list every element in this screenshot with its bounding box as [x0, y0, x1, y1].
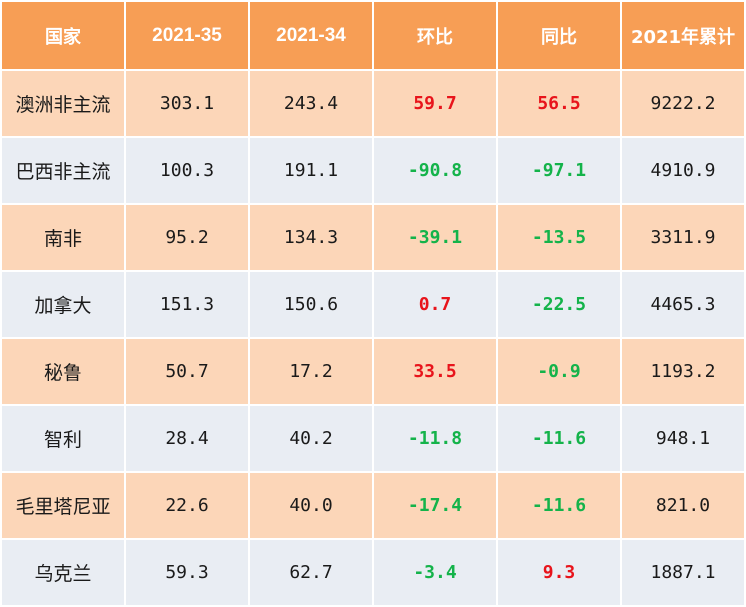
yoy-cell: -97.1	[496, 136, 622, 205]
week-35-cell: 50.7	[124, 337, 250, 406]
header-ytd-cumulative: 2021年累计	[620, 0, 746, 71]
week-34-cell: 40.0	[248, 471, 374, 540]
country-cell: 乌克兰	[0, 538, 126, 607]
wow-cell: -11.8	[372, 404, 498, 473]
table-row: 南非 95.2 134.3 -39.1 -13.5 3311.9	[0, 203, 746, 272]
header-year-over-year: 同比	[496, 0, 622, 71]
week-34-cell: 17.2	[248, 337, 374, 406]
ytd-cell: 948.1	[620, 404, 746, 473]
yoy-cell: 56.5	[496, 69, 622, 138]
wow-cell: -90.8	[372, 136, 498, 205]
week-35-cell: 95.2	[124, 203, 250, 272]
week-35-cell: 28.4	[124, 404, 250, 473]
table-row: 加拿大 151.3 150.6 0.7 -22.5 4465.3	[0, 270, 746, 339]
wow-cell: -17.4	[372, 471, 498, 540]
table-row: 巴西非主流 100.3 191.1 -90.8 -97.1 4910.9	[0, 136, 746, 205]
country-cell: 毛里塔尼亚	[0, 471, 126, 540]
table-row: 乌克兰 59.3 62.7 -3.4 9.3 1887.1	[0, 538, 746, 607]
header-week-34: 2021-34	[248, 0, 374, 71]
wow-cell: 33.5	[372, 337, 498, 406]
header-week-35: 2021-35	[124, 0, 250, 71]
week-35-cell: 151.3	[124, 270, 250, 339]
week-34-cell: 243.4	[248, 69, 374, 138]
ytd-cell: 1887.1	[620, 538, 746, 607]
table-row: 秘鲁 50.7 17.2 33.5 -0.9 1193.2	[0, 337, 746, 406]
yoy-cell: -22.5	[496, 270, 622, 339]
week-34-cell: 191.1	[248, 136, 374, 205]
header-country: 国家	[0, 0, 126, 71]
wow-cell: -39.1	[372, 203, 498, 272]
week-34-cell: 134.3	[248, 203, 374, 272]
wow-cell: 0.7	[372, 270, 498, 339]
header-week-over-week: 环比	[372, 0, 498, 71]
ytd-cell: 4465.3	[620, 270, 746, 339]
yoy-cell: 9.3	[496, 538, 622, 607]
yoy-cell: -13.5	[496, 203, 622, 272]
country-cell: 加拿大	[0, 270, 126, 339]
wow-cell: 59.7	[372, 69, 498, 138]
country-cell: 秘鲁	[0, 337, 126, 406]
table-row: 智利 28.4 40.2 -11.8 -11.6 948.1	[0, 404, 746, 473]
table-row: 澳洲非主流 303.1 243.4 59.7 56.5 9222.2	[0, 69, 746, 138]
week-35-cell: 303.1	[124, 69, 250, 138]
yoy-cell: -11.6	[496, 404, 622, 473]
yoy-cell: -0.9	[496, 337, 622, 406]
ytd-cell: 3311.9	[620, 203, 746, 272]
ytd-cell: 1193.2	[620, 337, 746, 406]
week-35-cell: 59.3	[124, 538, 250, 607]
header-row: 国家 2021-35 2021-34 环比 同比 2021年累计	[0, 0, 746, 71]
country-cell: 澳洲非主流	[0, 69, 126, 138]
week-35-cell: 100.3	[124, 136, 250, 205]
ytd-cell: 4910.9	[620, 136, 746, 205]
country-cell: 智利	[0, 404, 126, 473]
wow-cell: -3.4	[372, 538, 498, 607]
yoy-cell: -11.6	[496, 471, 622, 540]
ytd-cell: 9222.2	[620, 69, 746, 138]
week-34-cell: 62.7	[248, 538, 374, 607]
table-row: 毛里塔尼亚 22.6 40.0 -17.4 -11.6 821.0	[0, 471, 746, 540]
week-34-cell: 40.2	[248, 404, 374, 473]
ytd-cell: 821.0	[620, 471, 746, 540]
week-35-cell: 22.6	[124, 471, 250, 540]
week-34-cell: 150.6	[248, 270, 374, 339]
country-cell: 巴西非主流	[0, 136, 126, 205]
country-cell: 南非	[0, 203, 126, 272]
